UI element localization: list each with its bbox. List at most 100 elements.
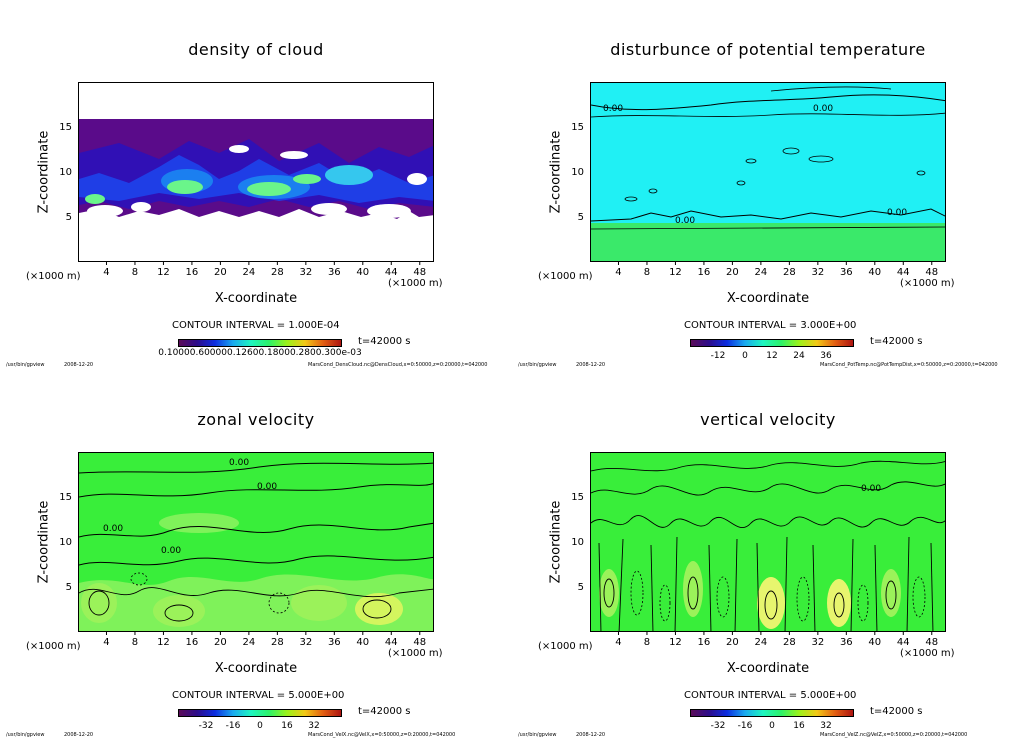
y-axis-label: Z-coordinate xyxy=(548,130,564,214)
colorbar xyxy=(178,709,342,717)
x-tick-label: 28 xyxy=(783,267,796,276)
y-tick-label: 5 xyxy=(578,212,584,223)
y-tick-label: 10 xyxy=(571,537,584,548)
x-tick-label: 44 xyxy=(385,267,398,276)
contour-label: 0.00 xyxy=(229,458,249,468)
x-axis: 4 8 12 16 20 24 28 32 36 40 44 48 xyxy=(615,262,938,276)
unit-label-left: (×1000 m) xyxy=(26,641,81,652)
zonal-velocity-field: 0.00 0.00 0.00 0.00 xyxy=(79,453,433,631)
contour-label: 0.00 xyxy=(257,482,277,492)
contour-label: 0.00 xyxy=(887,208,907,218)
plot-area: 0.00 0.00 0.00 0.00 xyxy=(590,82,946,262)
x-tick-label: 32 xyxy=(299,267,312,276)
x-tick-label: 24 xyxy=(755,267,768,276)
colorbar-tick-label: -16 xyxy=(738,721,753,730)
colorbar-tick-label: -16 xyxy=(226,721,241,730)
x-tick-label: 24 xyxy=(243,267,256,276)
colorbar-tick-label: 0 xyxy=(742,351,748,360)
colorbar-labels: 0.10000.600000.12600.18000.2800.300e-03 xyxy=(150,348,370,360)
y-tick-label: 5 xyxy=(66,582,72,593)
contour-interval: CONTOUR INTERVAL = 5.000E+00 xyxy=(684,690,857,701)
x-axis-label: X-coordinate xyxy=(214,291,298,306)
chart-title: vertical velocity xyxy=(700,410,836,429)
x-tick-label: 36 xyxy=(328,267,341,276)
chart-title: disturbunce of potential temperature xyxy=(610,40,926,59)
x-tick-label: 28 xyxy=(271,637,284,646)
colorbar xyxy=(690,339,854,347)
y-axis: 5 10 15 xyxy=(571,122,584,223)
colorbar-tick-label: 0 xyxy=(769,721,775,730)
y-axis-label: Z-coordinate xyxy=(548,500,564,584)
x-tick-label: 8 xyxy=(644,267,650,276)
contour-label: 0.00 xyxy=(161,546,181,556)
y-tick-label: 15 xyxy=(59,122,72,133)
unit-label-right: (×1000 m) xyxy=(388,648,443,659)
colorbar-tick-label: 36 xyxy=(820,351,832,360)
colorbar-tick-label: 32 xyxy=(308,721,319,730)
x-tick-label: 28 xyxy=(783,637,796,646)
x-tick-label: 4 xyxy=(103,267,109,276)
x-tick-label: 40 xyxy=(868,267,881,276)
x-tick-label: 48 xyxy=(925,267,938,276)
x-tick-label: 44 xyxy=(897,267,910,276)
x-tick-label: 20 xyxy=(726,267,739,276)
footer-program: /usr/bin/gpview xyxy=(6,362,45,368)
x-tick-label: 8 xyxy=(644,637,650,646)
x-tick-label: 36 xyxy=(328,637,341,646)
y-tick-label: 15 xyxy=(571,122,584,133)
x-tick-label: 44 xyxy=(897,637,910,646)
x-tick-label: 4 xyxy=(615,267,621,276)
contour-label: 0.00 xyxy=(813,104,833,114)
y-axis-label: Z-coordinate xyxy=(36,130,52,214)
x-axis-label: X-coordinate xyxy=(214,661,298,676)
x-axis-label: X-coordinate xyxy=(726,291,810,306)
y-tick-label: 10 xyxy=(59,537,72,548)
colorbar-labels: -32 -16 0 16 32 xyxy=(199,721,320,730)
y-axis: 5 10 15 xyxy=(571,492,584,593)
unit-label-right: (×1000 m) xyxy=(388,278,443,289)
footer-date: 2008-12-20 xyxy=(64,732,94,738)
colorbar xyxy=(690,709,854,717)
x-tick-label: 8 xyxy=(132,267,138,276)
colorbar-tick-label: 24 xyxy=(793,351,805,360)
x-axis: 4 8 12 16 20 24 28 32 36 40 44 48 xyxy=(103,632,426,646)
colorbar-tick-label: -32 xyxy=(199,721,214,730)
y-axis-label: Z-coordinate xyxy=(36,500,52,584)
x-tick-label: 36 xyxy=(840,267,853,276)
colorbar-tick-label: -12 xyxy=(711,351,726,360)
time-label: t=42000 s xyxy=(358,336,411,347)
x-tick-label: 16 xyxy=(698,637,711,646)
chart-title: zonal velocity xyxy=(197,410,315,429)
x-tick-label: 20 xyxy=(214,637,227,646)
contour-label: 0.00 xyxy=(861,484,881,494)
x-tick-label: 16 xyxy=(186,267,199,276)
x-tick-label: 24 xyxy=(755,637,768,646)
footer-program: /usr/bin/gpview xyxy=(6,732,45,738)
x-tick-label: 4 xyxy=(615,637,621,646)
x-axis: 4 8 12 16 20 24 28 32 36 40 44 48 xyxy=(103,262,426,276)
colorbar-labels: -32 -16 0 16 32 xyxy=(711,721,832,730)
plot-area: 0.00 xyxy=(590,452,946,632)
x-tick-label: 8 xyxy=(132,637,138,646)
colorbar-tick-label: 12 xyxy=(766,351,777,360)
footer-date: 2008-12-20 xyxy=(576,732,606,738)
time-label: t=42000 s xyxy=(870,336,923,347)
x-tick-label: 48 xyxy=(925,637,938,646)
x-tick-label: 20 xyxy=(214,267,227,276)
colorbar-tick-label: 16 xyxy=(281,721,293,730)
footer-date: 2008-12-20 xyxy=(576,362,606,368)
y-tick-label: 5 xyxy=(66,212,72,223)
potential-temperature-field: 0.00 0.00 0.00 0.00 xyxy=(591,83,945,261)
colorbar-tick-label: -32 xyxy=(711,721,726,730)
plot-area: 0.00 0.00 0.00 0.00 xyxy=(78,452,434,632)
time-label: t=42000 s xyxy=(358,706,411,717)
colorbar xyxy=(178,339,342,347)
x-tick-label: 12 xyxy=(669,637,682,646)
footer-program: /usr/bin/gpview xyxy=(518,732,557,738)
x-tick-label: 48 xyxy=(413,637,426,646)
unit-label-left: (×1000 m) xyxy=(26,271,81,282)
colorbar-overlap-label: 0.10000.600000.12600.18000.2800.300e-03 xyxy=(158,348,362,358)
y-axis: 5 10 15 xyxy=(59,492,72,593)
x-axis-label: X-coordinate xyxy=(726,661,810,676)
x-tick-label: 24 xyxy=(243,637,256,646)
